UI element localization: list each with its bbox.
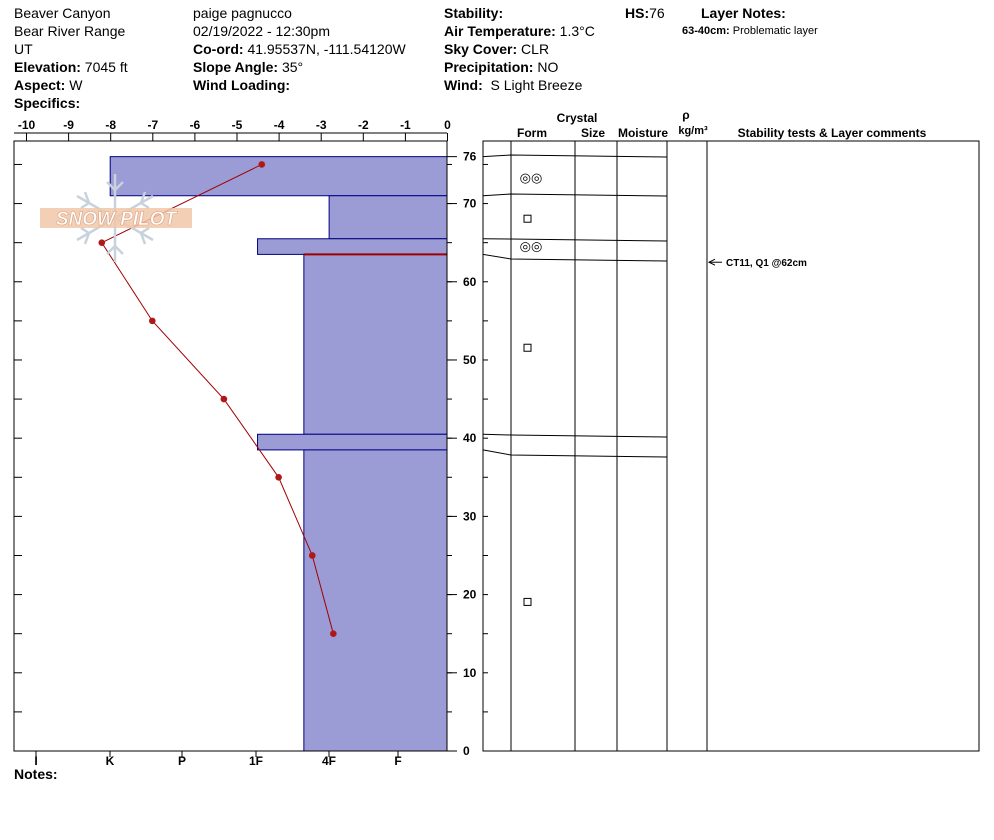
temp-tick-label: -6 — [190, 118, 201, 132]
table-frame — [482, 140, 980, 752]
chart-axes: -10 -9 -8 -7 -6 -5 -4 -3 -2 -1 076706050403020100I… — [13, 118, 477, 768]
observation-info: paige pagnucco 02/19/2022 - 12:30pm Co-o… — [193, 4, 406, 94]
hardness-tick-label: K — [106, 754, 115, 768]
temp-tick-label: -10 — [18, 118, 36, 132]
specifics: Specifics: — [14, 95, 81, 111]
temperature-profile — [98, 161, 337, 637]
stability-test-label: CT11, Q1 @62cm — [726, 258, 807, 269]
depth-tick-label: 30 — [463, 509, 477, 523]
sky-cover: Sky Cover: CLR — [444, 41, 550, 57]
hardness-tick-label: 1F — [249, 754, 263, 768]
depth-tick-label: 70 — [463, 197, 477, 211]
layer-boundary-line — [482, 238, 668, 242]
layer-boundary-line — [482, 154, 668, 158]
wind: Wind: S Light Breeze — [444, 77, 583, 93]
hardness-layer-bar — [257, 238, 448, 255]
aspect: Aspect: W — [14, 77, 83, 93]
form-marker-rounded: ◎◎ — [520, 170, 543, 185]
depth-tick-label: 60 — [463, 275, 477, 289]
depth-tick-label: 76 — [463, 150, 477, 164]
stability-test-arrowhead — [707, 258, 716, 266]
temperature-point — [149, 317, 156, 325]
layer-note: 63-40cm: Problematic layer — [682, 25, 818, 37]
hardness-layer-bar — [328, 195, 448, 240]
state: UT — [14, 41, 33, 57]
density-symbol-header: ρ — [682, 108, 689, 122]
temp-tick-label: -8 — [105, 118, 116, 132]
hardness-layer-bar — [303, 253, 448, 435]
hardness-tick-label: 4F — [322, 754, 336, 768]
snowpilot-logo: SNOW PILOT — [40, 170, 200, 275]
wind-loading: Wind Loading: — [193, 77, 291, 93]
crystal-header: Crystal — [557, 111, 598, 125]
slope-angle: Slope Angle: 35° — [193, 59, 304, 75]
layer-boundary-line — [482, 193, 668, 197]
snowflake-icon: SNOW PILOT — [40, 174, 192, 262]
hardness-layer-bar — [303, 449, 448, 752]
size-header: Size — [581, 126, 605, 140]
layer-boundary-line — [482, 449, 668, 458]
plot-frame — [13, 140, 448, 752]
form-marker-square — [523, 343, 532, 352]
precipitation: Precipitation: NO — [444, 59, 559, 75]
air-temperature: Air Temperature: 1.3°C — [444, 23, 595, 39]
conditions-info: Stability: Air Temperature: 1.3°C Sky Co… — [444, 4, 595, 94]
snow-height: HS:76 — [625, 5, 665, 21]
hardness-layer-bar — [109, 156, 448, 197]
temp-tick-label: -5 — [232, 118, 243, 132]
layer-boundary-line — [482, 433, 668, 438]
form-marker-rounded: ◎◎ — [520, 239, 543, 254]
temperature-point — [258, 161, 266, 168]
location-info: Beaver Canyon Bear River Range UT Elevat… — [14, 4, 128, 112]
temp-tick-label: -9 — [63, 118, 74, 132]
depth-tick-label: 0 — [463, 744, 470, 758]
temp-tick-label: -3 — [316, 118, 327, 132]
temp-tick-label: -2 — [358, 118, 369, 132]
hardness-layers — [109, 156, 448, 752]
location-name: Beaver Canyon — [14, 5, 111, 21]
notes-label: Notes: — [14, 766, 58, 782]
temp-tick-label: 0 — [444, 118, 451, 132]
mountain-range: Bear River Range — [14, 23, 126, 39]
temperature-point — [98, 239, 106, 246]
coordinates: Co-ord: 41.95537N, -111.54120W — [193, 41, 406, 57]
temp-tick-label: -7 — [147, 118, 158, 132]
depth-tick-label: 40 — [463, 431, 477, 445]
temperature-point — [220, 395, 228, 403]
form-header: Form — [517, 126, 547, 140]
comments-header: Stability tests & Layer comments — [738, 126, 927, 140]
form-marker-square — [523, 214, 532, 223]
layer-boundary-line — [482, 253, 668, 262]
stability: Stability: — [444, 5, 504, 21]
moisture-header: Moisture — [618, 126, 668, 140]
hardness-tick-label: I — [34, 754, 37, 768]
layer-table: Crystal Form Size Moisture ρ kg/m³ Stability t… — [482, 108, 980, 752]
temp-tick-label: -1 — [400, 118, 411, 132]
datetime: 02/19/2022 - 12:30pm — [193, 23, 330, 39]
layer-notes-heading: Layer Notes: — [701, 5, 786, 21]
temp-tick-label: -4 — [274, 118, 285, 132]
hardness-tick-label: P — [178, 754, 186, 768]
temperature-point — [275, 473, 282, 481]
depth-tick-label: 10 — [463, 666, 477, 680]
observer: paige pagnucco — [193, 5, 292, 21]
temperature-point — [330, 630, 337, 637]
elevation: Elevation: 7045 ft — [14, 59, 128, 75]
depth-tick-label: 20 — [463, 588, 477, 602]
hardness-layer-bar — [257, 433, 448, 451]
form-marker-square — [523, 597, 532, 606]
temperature-point — [308, 552, 316, 559]
hardness-tick-label: F — [394, 754, 401, 768]
density-unit-header: kg/m³ — [678, 125, 708, 137]
depth-tick-label: 50 — [463, 353, 477, 367]
logo-text: SNOW PILOT — [56, 209, 178, 230]
